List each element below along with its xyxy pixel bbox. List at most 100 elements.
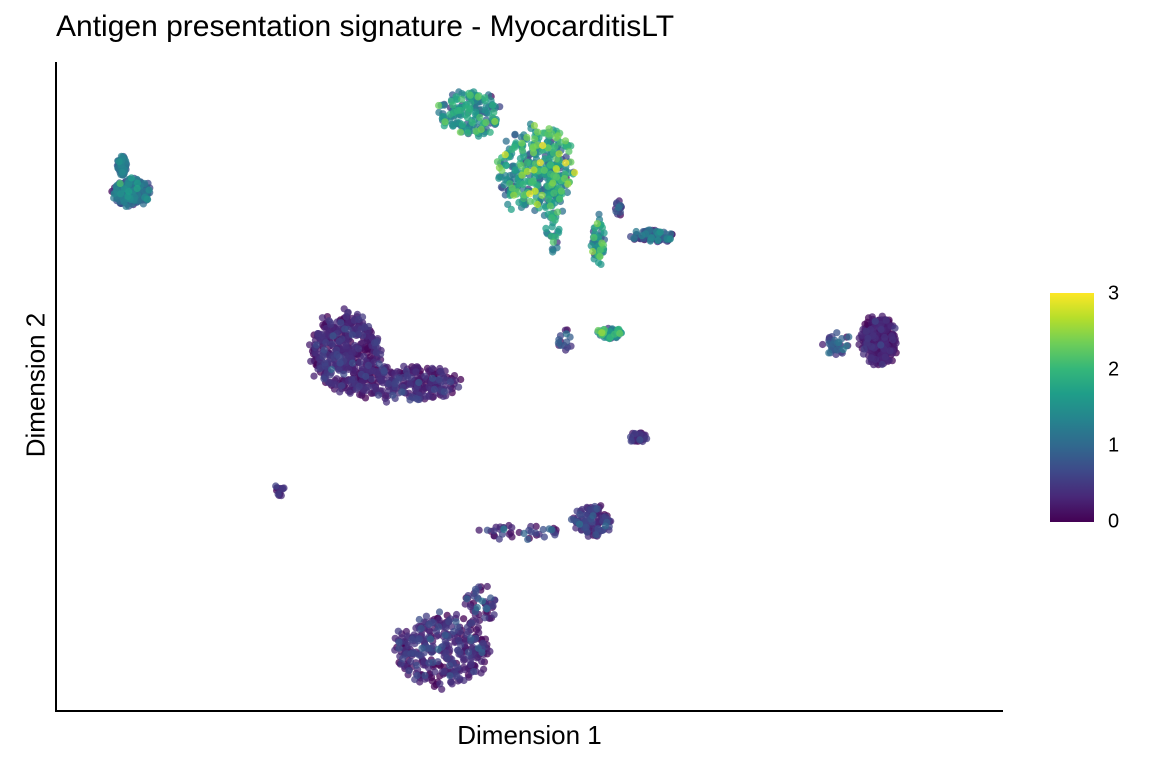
data-point (881, 353, 890, 361)
data-point (576, 510, 584, 518)
data-point (375, 373, 383, 381)
data-point (486, 647, 494, 656)
data-point (338, 382, 346, 390)
data-point (336, 359, 344, 367)
data-point (483, 526, 491, 534)
data-point (322, 324, 330, 333)
data-point (435, 608, 444, 616)
data-point (436, 680, 444, 688)
data-point (368, 367, 376, 375)
data-point (647, 234, 656, 242)
data-point (549, 149, 558, 157)
data-point (428, 364, 436, 372)
data-point (545, 125, 553, 133)
data-point (412, 661, 421, 669)
data-point (458, 95, 466, 103)
data-point (504, 200, 512, 208)
data-point (341, 325, 349, 333)
data-point (337, 319, 345, 327)
data-point (373, 338, 381, 346)
data-point (517, 162, 525, 170)
data-point (115, 158, 123, 166)
data-point (311, 349, 319, 357)
data-point (551, 142, 559, 150)
data-point (435, 375, 443, 384)
data-point (598, 329, 606, 337)
data-point (554, 208, 562, 216)
data-point (145, 186, 153, 194)
data-point (489, 101, 497, 110)
data-point (575, 520, 584, 528)
data-point (526, 190, 534, 198)
data-point (523, 133, 531, 141)
data-point (596, 252, 604, 261)
data-point (478, 657, 486, 666)
data-point (462, 104, 470, 112)
data-point (877, 320, 885, 328)
colorbar-tick-label: 2 (1108, 358, 1120, 381)
data-point (473, 603, 481, 612)
data-point (593, 505, 601, 513)
data-point (539, 141, 547, 150)
data-point (643, 435, 651, 443)
data-point (500, 525, 508, 534)
data-point (554, 132, 562, 140)
data-point (582, 511, 590, 519)
data-point (452, 93, 460, 101)
data-point (490, 527, 498, 535)
data-point (318, 331, 326, 340)
data-point (133, 179, 142, 187)
data-point (454, 663, 462, 671)
data-point (435, 616, 443, 624)
data-point (382, 398, 391, 406)
data-point (467, 99, 475, 107)
data-point (415, 651, 423, 659)
data-point (430, 385, 438, 393)
data-point (435, 623, 443, 631)
data-point (531, 187, 539, 195)
data-point (862, 327, 870, 335)
data-point (358, 339, 366, 347)
data-point (332, 381, 340, 389)
data-point (431, 668, 439, 676)
data-point (589, 247, 597, 256)
data-point (470, 667, 478, 676)
data-point (527, 178, 535, 186)
data-point (133, 184, 141, 193)
data-point (561, 175, 569, 183)
data-point (520, 152, 528, 160)
data-point (589, 512, 597, 520)
data-point (550, 189, 558, 197)
data-point (372, 349, 380, 357)
data-point (452, 618, 460, 626)
data-point (511, 130, 519, 138)
data-point (441, 118, 449, 126)
data-point (365, 383, 373, 391)
data-point (564, 343, 572, 352)
data-point (348, 376, 356, 384)
data-point (564, 180, 572, 188)
data-point (425, 620, 433, 629)
data-point (319, 352, 327, 361)
data-point (520, 529, 528, 538)
data-point (336, 388, 344, 396)
data-point (415, 378, 423, 387)
data-point (547, 232, 556, 240)
data-point (474, 93, 482, 101)
data-point (125, 187, 133, 195)
data-point (833, 346, 841, 354)
data-point (871, 317, 879, 325)
data-point (445, 618, 453, 626)
data-point (855, 340, 863, 349)
data-point (394, 627, 402, 635)
data-point (666, 235, 674, 243)
data-point (556, 195, 564, 203)
data-point (310, 372, 318, 380)
data-point (481, 614, 489, 622)
data-point (380, 367, 388, 375)
data-point (557, 187, 565, 195)
data-point (456, 128, 464, 136)
data-point (519, 180, 527, 189)
data-point (531, 529, 540, 537)
data-point (533, 141, 542, 149)
